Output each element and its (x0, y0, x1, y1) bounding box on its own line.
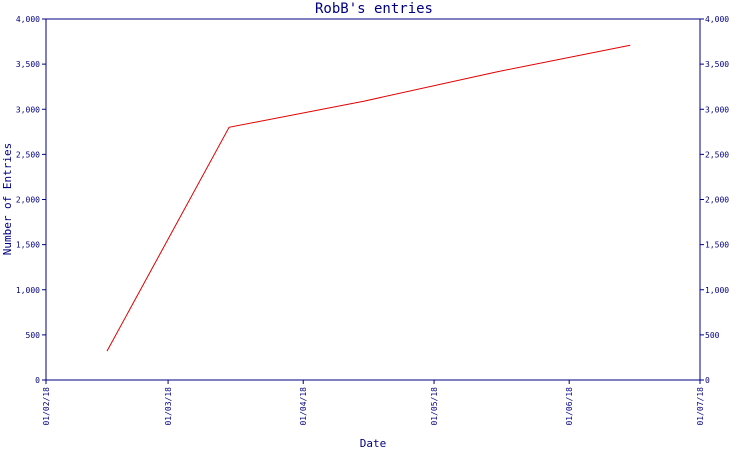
y-tick-label-right: 3,500 (705, 60, 729, 69)
y-tick-label-right: 1,500 (705, 241, 729, 250)
x-tick-label: 01/03/18 (164, 387, 173, 426)
x-tick-label: 01/04/18 (299, 387, 308, 426)
y-tick-label-right: 1,000 (705, 286, 729, 295)
y-tick-label-right: 2,500 (705, 150, 729, 159)
y-tick-label-right: 0 (705, 376, 710, 385)
x-axis: 01/02/18 01/03/18 01/04/18 01/05/18 01/06/18… (42, 380, 705, 426)
y-tick-label-left: 4,000 (16, 15, 40, 24)
y-axis-right: 0 500 1,000 1,500 2,000 2,500 3,000 3,500 4,000 (700, 15, 729, 385)
y-tick-label-right: 3,000 (705, 105, 729, 114)
y-tick-label-left: 2,000 (16, 196, 40, 205)
x-tick-label: 01/06/18 (565, 387, 574, 426)
y-tick-label-left: 3,000 (16, 105, 40, 114)
y-tick-label-right: 4,000 (705, 15, 729, 24)
chart-title: RobB's entries (315, 1, 433, 17)
series-line (106, 44, 631, 352)
y-tick-label-right: 500 (705, 331, 720, 340)
y-tick-label-left: 500 (26, 331, 41, 340)
series-group (106, 44, 631, 352)
plot-frame (45, 18, 701, 381)
y-axis-title: Number of Entries (1, 143, 14, 256)
y-tick-label-left: 3,500 (16, 60, 40, 69)
x-tick-label: 01/05/18 (430, 387, 439, 426)
y-tick-label-left: 1,000 (16, 286, 40, 295)
y-tick-label-left: 1,500 (16, 241, 40, 250)
y-tick-label-right: 2,000 (705, 196, 729, 205)
x-tick-label: 01/07/18 (696, 387, 705, 426)
x-tick-label: 01/02/18 (42, 387, 51, 426)
y-tick-label-left: 2,500 (16, 150, 40, 159)
x-axis-title: Date (360, 437, 387, 450)
y-axis-left: 0 500 1,000 1,500 2,000 2,500 3,000 3,500 4,000 (16, 15, 46, 385)
y-tick-label-left: 0 (35, 376, 40, 385)
